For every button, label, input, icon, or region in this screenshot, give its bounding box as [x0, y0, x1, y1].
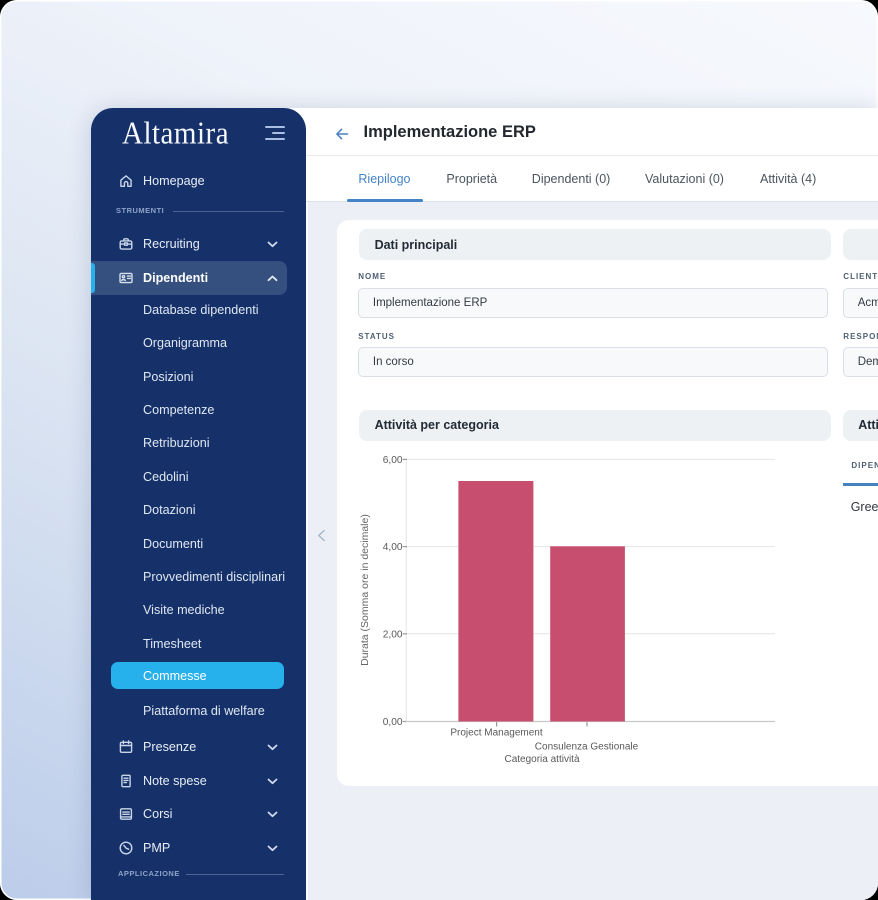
svg-text:Categoria attività: Categoria attività: [504, 754, 579, 765]
svg-text:6,00: 6,00: [383, 455, 403, 466]
svg-text:4,00: 4,00: [383, 542, 403, 553]
svg-text:0,00: 0,00: [383, 717, 403, 728]
svg-text:Project Management: Project Management: [450, 728, 542, 739]
svg-text:2,00: 2,00: [383, 629, 403, 640]
svg-text:Consulenza Gestionale: Consulenza Gestionale: [535, 742, 639, 753]
svg-text:Durata (Somma ore in decimale): Durata (Somma ore in decimale): [359, 514, 371, 666]
